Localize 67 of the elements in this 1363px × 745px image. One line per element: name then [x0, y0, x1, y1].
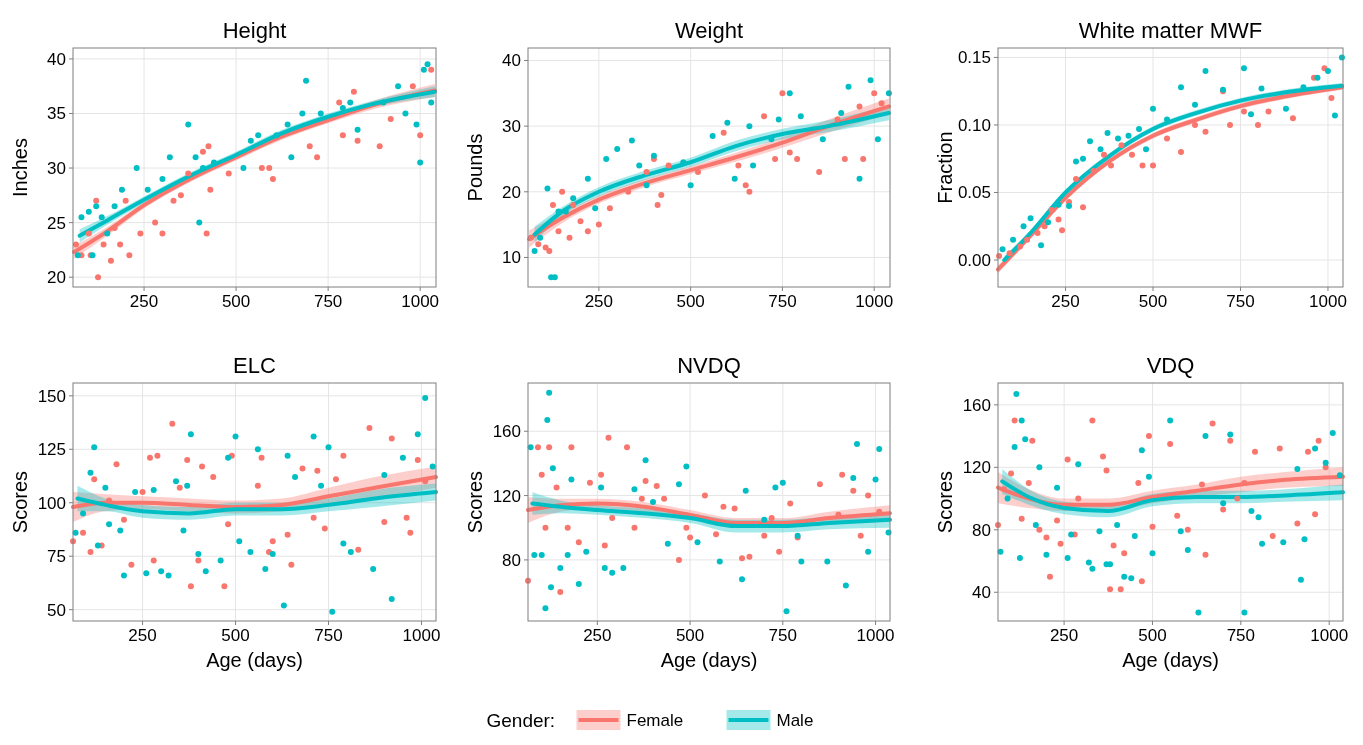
x-axis-title: Age (days)	[206, 649, 303, 671]
x-tick-label: 500	[221, 626, 250, 645]
y-tick-label: 20	[502, 182, 521, 202]
legend-label: Female	[626, 710, 684, 730]
x-tick-label: 750	[768, 626, 797, 645]
x-tick-label: 750	[313, 292, 343, 311]
x-tick-label: 1000	[402, 626, 441, 645]
x-tick-label: 250	[129, 292, 159, 311]
x-tick-label: 1000	[1309, 292, 1347, 311]
y-tick-label: 80	[972, 520, 991, 540]
x-axis-title: Age (days)	[1122, 649, 1219, 671]
x-tick-label: 500	[221, 292, 251, 311]
x-tick-label: 750	[768, 292, 797, 311]
chart-title: Height	[222, 18, 287, 43]
y-tick-label: 160	[492, 422, 521, 442]
y-tick-label: 0.10	[957, 115, 991, 135]
y-axis-title: Fraction	[934, 131, 956, 204]
chart-title: VDQ	[1146, 353, 1195, 378]
chart-title: NVDQ	[677, 353, 741, 378]
x-tick-label: 500	[676, 292, 705, 311]
y-tick-label: 0.05	[957, 183, 991, 203]
chart-title: White matter MWF	[1078, 18, 1263, 43]
y-tick-label: 75	[47, 547, 66, 567]
x-tick-label: 250	[584, 292, 614, 311]
y-tick-label: 80	[502, 550, 521, 570]
chart-title: ELC	[233, 353, 277, 378]
y-tick-label: 20	[47, 268, 66, 288]
y-tick-label: 30	[502, 117, 521, 137]
x-tick-label: 1000	[856, 626, 895, 645]
y-tick-label: 0.15	[957, 48, 991, 68]
x-tick-label: 250	[583, 626, 612, 645]
y-tick-label: 0.00	[957, 250, 991, 270]
y-tick-label: 40	[972, 583, 991, 603]
x-tick-label: 1000	[855, 292, 894, 311]
x-tick-label: 500	[675, 626, 705, 645]
y-axis-title: Inches	[9, 138, 31, 197]
x-tick-label: 750	[1226, 292, 1255, 311]
y-tick-label: 160	[962, 395, 991, 415]
y-axis-title: Scores	[9, 470, 31, 534]
legend-title: Gender:	[486, 709, 556, 731]
legend-label: Male	[776, 710, 814, 730]
y-axis-title: Scores	[464, 470, 486, 534]
x-tick-label: 1000	[1310, 626, 1349, 645]
x-tick-label: 750	[1226, 626, 1256, 645]
y-tick-label: 100	[37, 493, 66, 513]
x-axis-title: Age (days)	[660, 649, 758, 671]
x-tick-label: 250	[1051, 292, 1080, 311]
x-tick-label: 1000	[401, 292, 440, 311]
x-tick-label: 500	[1138, 292, 1168, 311]
y-tick-label: 35	[47, 104, 66, 124]
y-tick-label: 125	[37, 440, 66, 460]
y-tick-label: 30	[47, 159, 66, 178]
y-axis-title: Pounds	[464, 133, 486, 202]
y-tick-label: 120	[492, 486, 521, 506]
y-tick-label: 10	[502, 248, 521, 268]
y-tick-label: 50	[47, 600, 66, 620]
y-tick-label: 40	[47, 49, 66, 69]
y-tick-label: 120	[962, 458, 991, 478]
x-tick-label: 250	[1049, 626, 1079, 645]
x-tick-label: 750	[314, 626, 343, 645]
x-tick-label: 500	[1138, 626, 1167, 645]
y-tick-label: 40	[502, 51, 521, 71]
y-tick-label: 150	[37, 386, 66, 406]
y-tick-label: 25	[47, 213, 66, 233]
x-tick-label: 250	[128, 626, 157, 645]
chart-title: Weight	[674, 18, 744, 43]
y-axis-title: Scores	[934, 470, 956, 534]
